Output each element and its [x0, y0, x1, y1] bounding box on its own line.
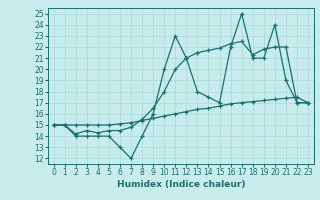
X-axis label: Humidex (Indice chaleur): Humidex (Indice chaleur) [116, 180, 245, 189]
